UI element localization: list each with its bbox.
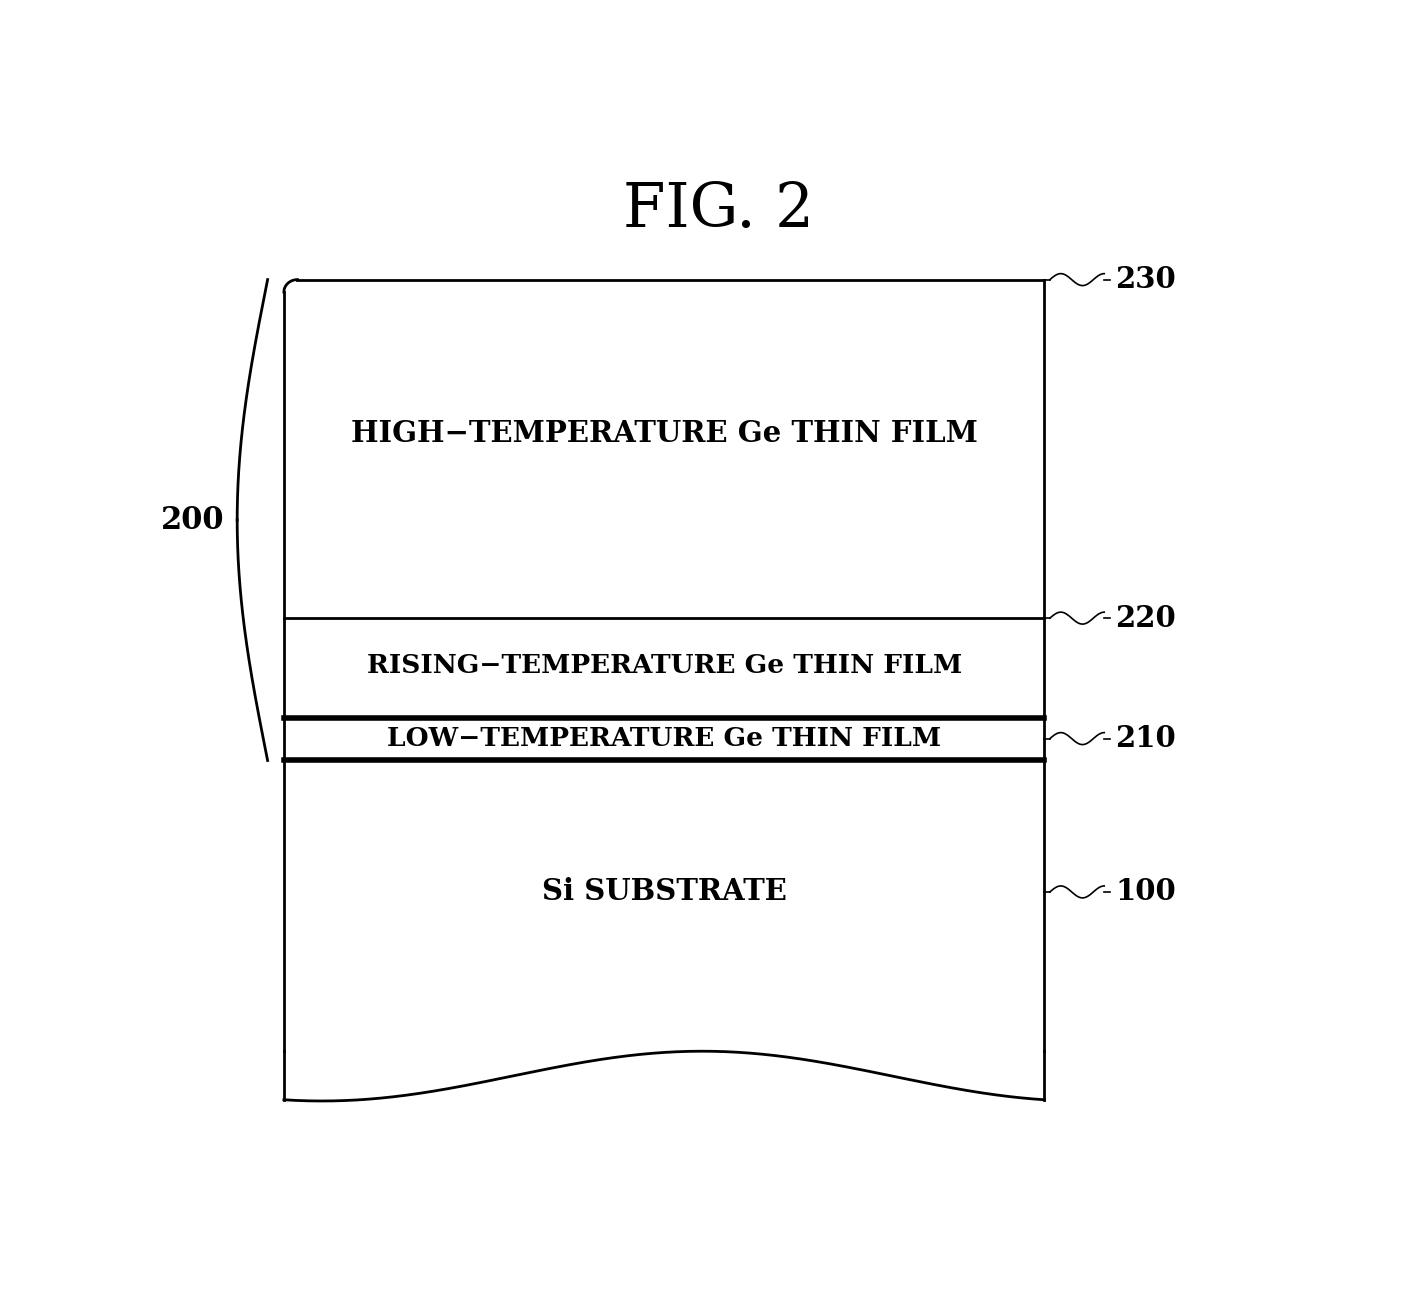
- Text: 230: 230: [1115, 265, 1176, 294]
- Text: LOW−TEMPERATURE Ge THIN FILM: LOW−TEMPERATURE Ge THIN FILM: [387, 727, 941, 751]
- Text: HIGH−TEMPERATURE Ge THIN FILM: HIGH−TEMPERATURE Ge THIN FILM: [350, 419, 977, 449]
- Text: 210: 210: [1115, 724, 1176, 753]
- Text: RISING−TEMPERATURE Ge THIN FILM: RISING−TEMPERATURE Ge THIN FILM: [366, 653, 962, 679]
- Text: 100: 100: [1115, 878, 1176, 906]
- Bar: [283, 279, 1044, 618]
- Text: 200: 200: [161, 504, 224, 535]
- Text: Si SUBSTRATE: Si SUBSTRATE: [541, 878, 787, 906]
- Text: FIG. 2: FIG. 2: [622, 180, 815, 240]
- Bar: [283, 760, 1044, 1051]
- Bar: [283, 718, 1044, 760]
- Text: 220: 220: [1115, 604, 1176, 632]
- Bar: [283, 618, 1044, 718]
